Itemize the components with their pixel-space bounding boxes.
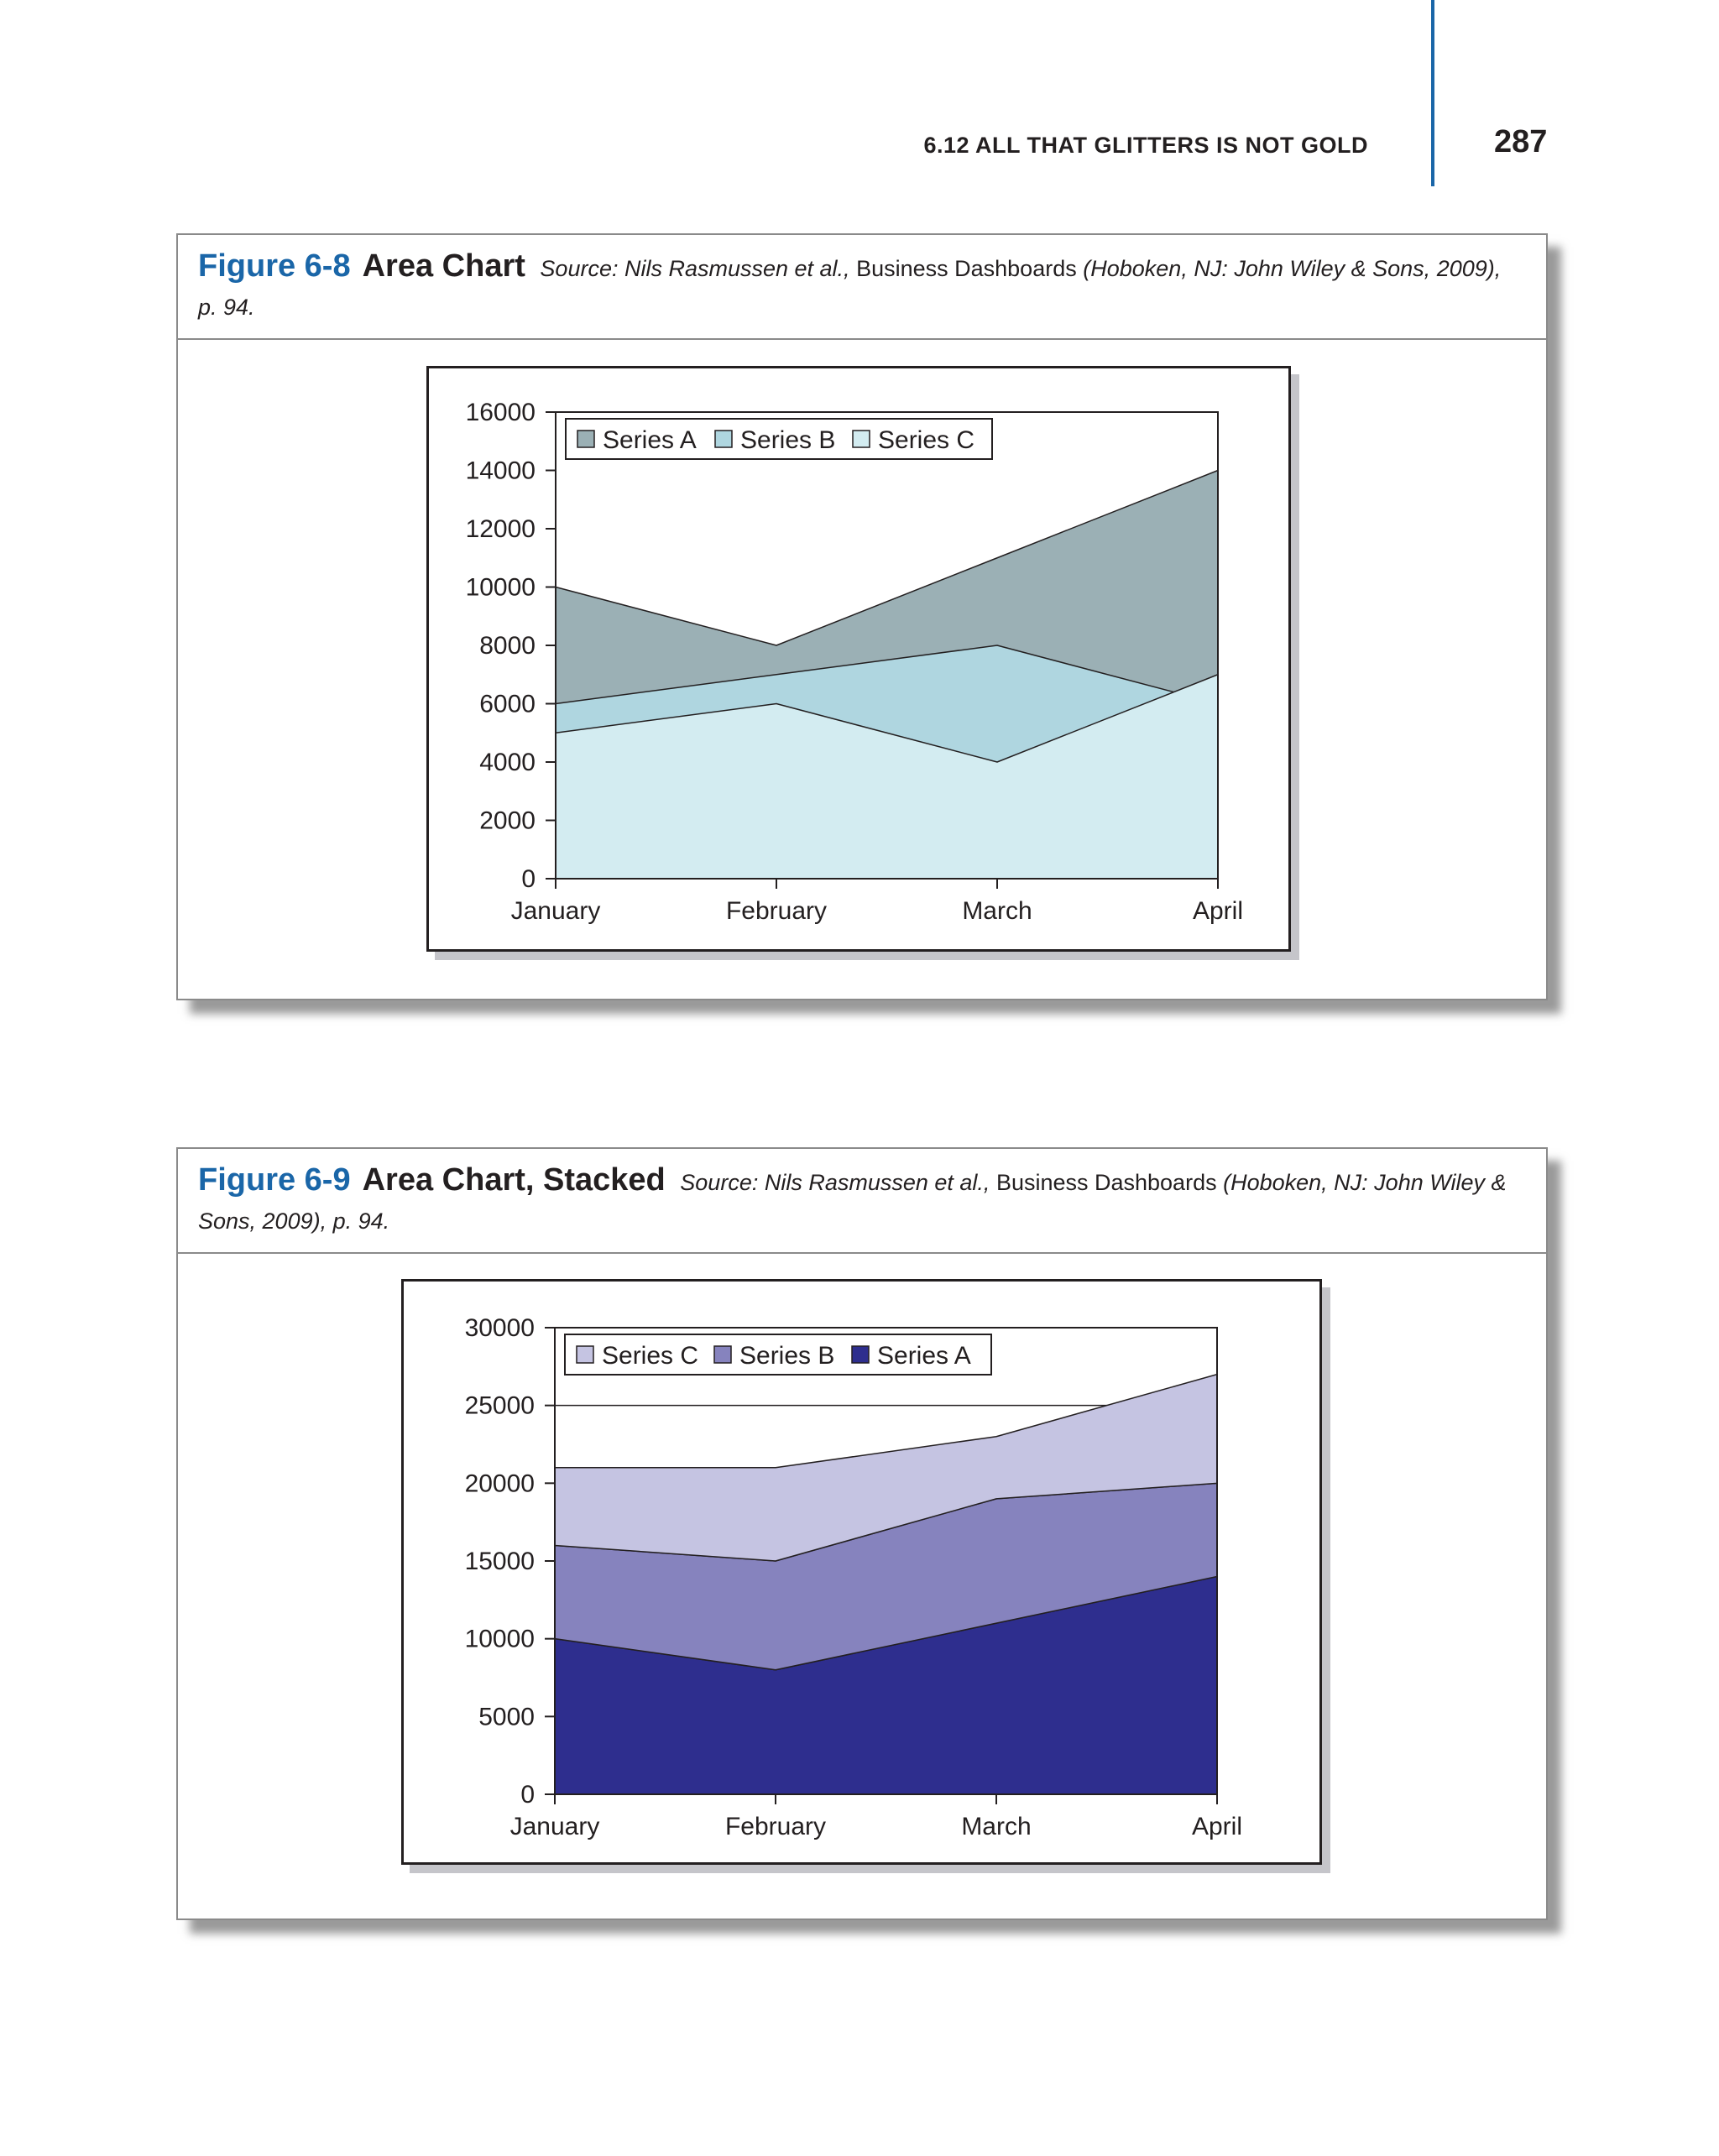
legend-label: Series C — [878, 426, 974, 454]
y-tick-label: 30000 — [465, 1314, 535, 1342]
legend-label: Series B — [739, 1342, 834, 1370]
legend-swatch — [713, 1345, 732, 1364]
x-tick-label: February — [726, 897, 827, 925]
source-prefix: Source: Nils Rasmussen et al., — [680, 1170, 990, 1195]
legend-swatch — [851, 1345, 870, 1364]
figure-caption: Figure 6-8 Area Chart Source: Nils Rasmus… — [178, 235, 1546, 340]
y-tick-label: 4000 — [479, 749, 536, 776]
y-tick-label: 10000 — [465, 1626, 535, 1653]
y-tick-label: 16000 — [466, 399, 536, 426]
legend-label: Series C — [602, 1342, 698, 1370]
y-tick-label: 25000 — [465, 1392, 535, 1420]
legend-swatch — [852, 430, 870, 448]
running-head: 6.12 ALL THAT GLITTERS IS NOT GOLD — [923, 133, 1368, 158]
legend-swatch — [576, 1345, 594, 1364]
x-tick-label: January — [511, 897, 601, 925]
figure-caption: Figure 6-9 Area Chart, Stacked Source: Ni… — [178, 1149, 1546, 1254]
y-tick-label: 2000 — [479, 807, 536, 835]
y-tick-label: 10000 — [466, 574, 536, 602]
x-tick-label: April — [1192, 1813, 1242, 1840]
y-tick-label: 14000 — [466, 457, 536, 485]
x-tick-label: March — [962, 897, 1032, 925]
x-tick-label: February — [725, 1813, 826, 1840]
figure-number: Figure 6-9 — [198, 1162, 351, 1198]
x-tick-label: March — [961, 1813, 1031, 1840]
figure-number: Figure 6-8 — [198, 248, 351, 284]
source-book: Business Dashboards — [856, 256, 1077, 281]
legend-box — [565, 418, 993, 460]
figure-title: Area Chart, Stacked — [362, 1162, 666, 1198]
figure-6-8: Figure 6-8 Area Chart Source: Nils Rasmus… — [176, 233, 1548, 1000]
source-prefix: Source: Nils Rasmussen et al., — [540, 256, 850, 281]
legend-swatch — [577, 430, 595, 448]
y-tick-label: 0 — [520, 1781, 535, 1809]
area-chart: 0 2000 4000 6000 8000 10000 12000 14000 16000 Jan… — [466, 399, 1243, 925]
chart-frame: 0 5000 10000 15000 20000 25000 30000 January Feb… — [401, 1279, 1322, 1865]
legend-box — [564, 1334, 992, 1376]
x-tick-label: January — [510, 1813, 600, 1840]
source-suffix: (Hoboken, NJ: John Wiley & Sons, 2009), … — [198, 256, 1502, 320]
y-tick-label: 6000 — [479, 691, 536, 718]
y-tick-label: 12000 — [466, 515, 536, 543]
legend-label: Series A — [877, 1342, 971, 1370]
y-tick-label: 5000 — [478, 1703, 535, 1731]
source-book: Business Dashboards — [995, 1170, 1217, 1195]
stacked-area-chart: 0 5000 10000 15000 20000 25000 30000 January Feb… — [465, 1314, 1242, 1840]
legend-swatch — [714, 430, 733, 448]
figure-6-9: Figure 6-9 Area Chart, Stacked Source: Ni… — [176, 1147, 1548, 1920]
header-rule — [1431, 0, 1434, 186]
page-number: 287 — [1494, 124, 1548, 159]
legend-label: Series B — [740, 426, 835, 454]
y-tick-label: 8000 — [479, 632, 536, 660]
figure-title: Area Chart — [362, 248, 525, 284]
y-tick-label: 0 — [521, 865, 536, 893]
y-tick-label: 20000 — [465, 1470, 535, 1497]
chart-frame: 0 2000 4000 6000 8000 10000 12000 14000 16000 Jan… — [426, 366, 1291, 952]
legend-label: Series A — [603, 426, 697, 454]
source-suffix: (Hoboken, NJ: John Wiley & Sons, 2009), … — [198, 1170, 1507, 1234]
y-tick-label: 15000 — [465, 1548, 535, 1575]
x-tick-label: April — [1193, 897, 1243, 925]
